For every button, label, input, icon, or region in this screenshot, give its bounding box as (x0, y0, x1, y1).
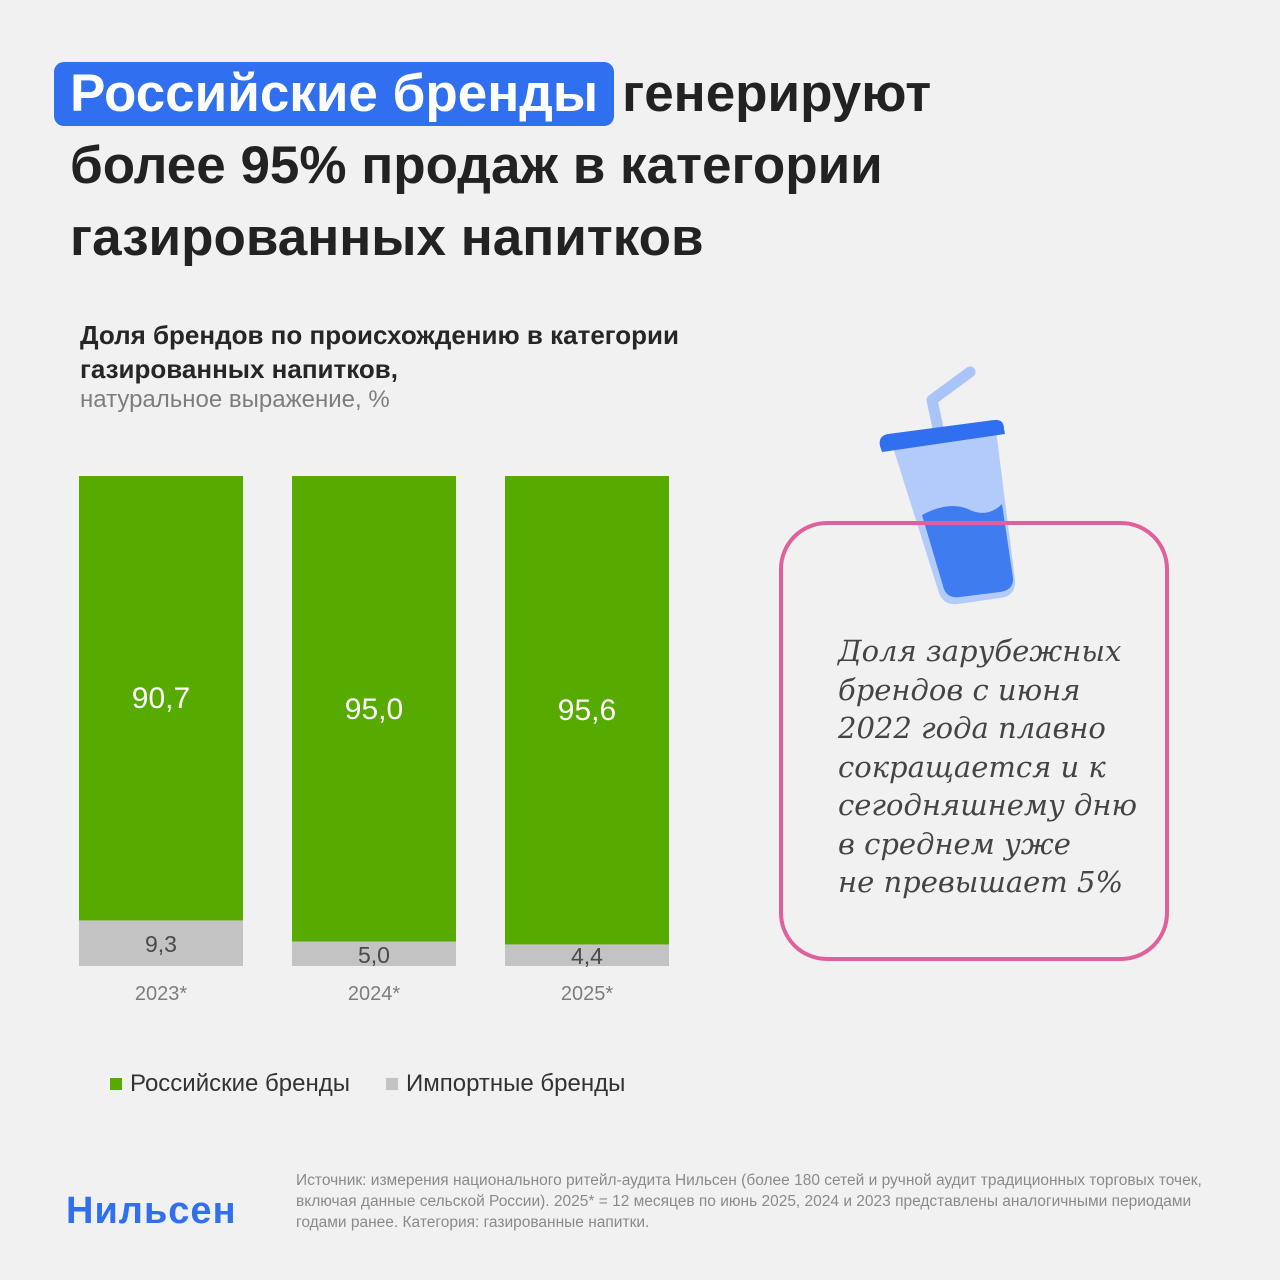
callout-text: Доля зарубежных брендов с июня 2022 года… (838, 634, 1138, 899)
legend-item-import: Импортные бренды (385, 1070, 626, 1098)
bar-import-2 (505, 944, 669, 966)
x-tick-label-0: 2023* (135, 983, 187, 1005)
bar-russian-1 (292, 476, 456, 942)
straw (926, 366, 976, 434)
data-label-russian-2: 95,6 (558, 694, 616, 727)
soda-cup-icon (879, 366, 1016, 605)
bar-russian-0 (79, 476, 243, 921)
data-label-import-2: 4,4 (571, 943, 603, 969)
legend-item-russian: Российские бренды (110, 1070, 350, 1098)
bar-import-1 (292, 941, 456, 966)
stacked-bar-chart: 9,3 90,7 2023* 5,0 95,0 2024* 4,4 95,6 2025* (79, 476, 669, 1005)
headline-rest: генерируют более 95% продаж в категории … (70, 64, 932, 267)
x-tick-label-1: 2024* (348, 983, 400, 1005)
legend-swatch-russian (110, 1078, 122, 1090)
source-note: Источник: измерения национального ритейл… (296, 1172, 1202, 1231)
legend-label-russian: Российские бренды (130, 1070, 350, 1097)
data-label-russian-0: 90,7 (132, 682, 190, 715)
nielsen-logo: Нильсен (66, 1190, 237, 1232)
data-label-import-0: 9,3 (145, 931, 177, 957)
callout-box (779, 521, 1169, 961)
bar-russian-2 (505, 476, 669, 945)
cup-liquid (922, 504, 1014, 598)
data-label-russian-1: 95,0 (345, 693, 403, 726)
chart-subtitle: натуральное выражение, % (80, 386, 390, 413)
cup-lid (879, 419, 1005, 452)
legend-swatch-import (385, 1078, 398, 1090)
chart-legend: Российские бренды Импортные бренды (110, 1070, 661, 1098)
chart-title: Доля брендов по происхождению в категори… (80, 320, 680, 384)
legend-label-import: Импортные бренды (405, 1070, 626, 1097)
headline: Российские бренды генерируют более 95% пр… (54, 58, 932, 274)
data-label-import-1: 5,0 (358, 942, 390, 968)
x-tick-label-2: 2025* (561, 983, 613, 1005)
bar-import-0 (79, 920, 243, 966)
headline-highlight: Российские бренды (54, 62, 615, 126)
